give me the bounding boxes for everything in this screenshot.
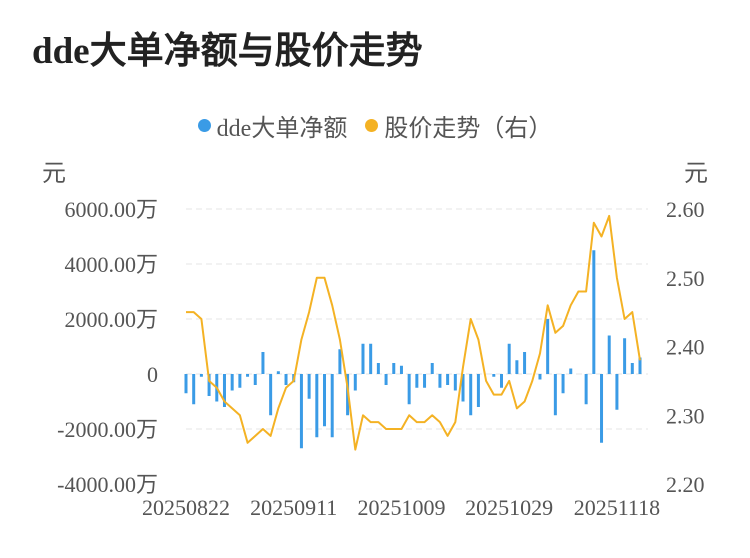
right-tick-label: 2.40 <box>666 335 705 360</box>
dde-bar <box>553 374 557 416</box>
dde-bar <box>199 374 203 377</box>
dde-bar <box>630 363 634 374</box>
dde-bar <box>299 374 303 449</box>
dde-bar <box>538 374 542 380</box>
dde-bar <box>261 352 265 374</box>
x-tick-label: 20251118 <box>574 495 660 520</box>
dde-bar <box>584 374 588 405</box>
x-tick-label: 20250822 <box>142 495 230 520</box>
dde-bar <box>238 374 242 388</box>
dde-bar <box>384 374 388 385</box>
dde-bar <box>561 374 565 394</box>
dde-bar <box>461 374 465 402</box>
right-tick-label: 2.50 <box>666 266 705 291</box>
dde-bar <box>638 357 642 374</box>
dde-bar <box>607 335 611 374</box>
x-tick-label: 20251029 <box>465 495 553 520</box>
dde-bar <box>338 349 342 374</box>
dde-bar <box>230 374 234 391</box>
dde-bar <box>276 371 280 374</box>
dde-bar <box>246 374 250 377</box>
left-tick-label: 6000.00万 <box>64 197 158 222</box>
dde-bar <box>423 374 427 388</box>
right-tick-label: 2.20 <box>666 472 705 497</box>
dde-bar <box>376 363 380 374</box>
legend-dot-dde <box>197 118 211 132</box>
right-tick-label: 2.30 <box>666 403 705 428</box>
dde-bar <box>453 374 457 391</box>
left-tick-label: 2000.00万 <box>64 307 158 332</box>
dde-bar <box>546 319 550 374</box>
right-tick-label: 2.60 <box>666 197 705 222</box>
legend-item-dde[interactable]: dde大单净额 <box>197 108 348 143</box>
dde-bar <box>492 374 496 377</box>
dde-bar <box>399 365 403 374</box>
dde-bar <box>407 374 411 405</box>
left-tick-label: 0 <box>147 362 158 387</box>
dde-bar <box>515 360 519 374</box>
dde-bar <box>330 374 334 438</box>
legend-label-dde: dde大单净额 <box>216 115 348 142</box>
dde-bar <box>430 363 434 374</box>
legend-label-price: 股价走势（右） <box>384 115 553 142</box>
dde-bar <box>307 374 311 399</box>
right-axis-unit: 元 <box>684 161 708 187</box>
dde-bar <box>353 374 357 391</box>
dde-bar <box>207 374 211 396</box>
chart-legend: dde大单净额 股价走势（右） <box>0 108 750 142</box>
left-tick-label: -4000.00万 <box>57 472 158 497</box>
dde-bar <box>507 343 511 374</box>
dde-bar <box>222 374 226 407</box>
dde-bar <box>438 374 442 388</box>
dde-bar <box>600 374 604 443</box>
dde-bar <box>569 368 573 374</box>
dde-bar <box>269 374 273 416</box>
left-tick-label: -2000.00万 <box>57 417 158 442</box>
dde-bar <box>623 338 627 374</box>
dde-bar <box>592 250 596 374</box>
dde-bar <box>284 374 288 385</box>
dde-bar <box>323 374 327 427</box>
left-axis-unit: 元 <box>42 161 66 187</box>
chart-title: dde大单净额与股价走势 <box>32 31 423 72</box>
dde-bar <box>499 374 503 388</box>
legend-dot-price <box>365 118 379 132</box>
price-line <box>186 214 641 451</box>
dde-bar <box>476 374 480 407</box>
dde-bar <box>469 374 473 416</box>
dde-bar <box>253 374 257 385</box>
dde-bar <box>392 363 396 374</box>
dde-bar <box>315 374 319 438</box>
dde-bar <box>369 343 373 374</box>
dde-bar <box>415 374 419 388</box>
x-tick-label: 20250911 <box>250 495 337 520</box>
dde-bar <box>361 343 365 374</box>
x-tick-label: 20251009 <box>357 495 445 520</box>
left-tick-label: 4000.00万 <box>64 252 158 277</box>
dde-bar <box>192 374 196 405</box>
dde-bar <box>446 374 450 385</box>
dde-bar <box>615 374 619 410</box>
dde-bar <box>184 374 188 394</box>
legend-item-price[interactable]: 股价走势（右） <box>365 108 552 143</box>
dde-bar <box>523 352 527 374</box>
